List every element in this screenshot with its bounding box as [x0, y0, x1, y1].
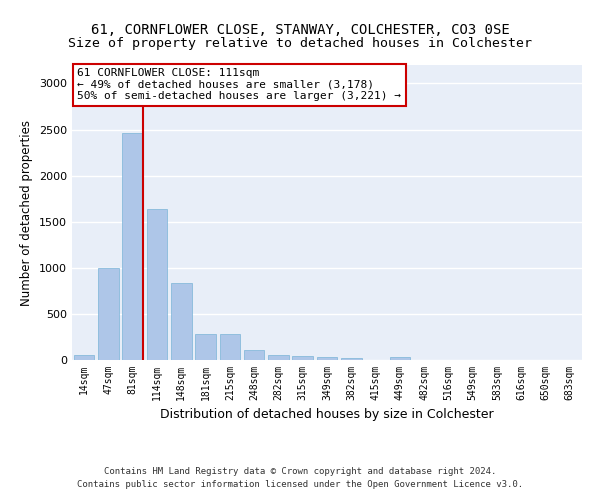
Text: Contains public sector information licensed under the Open Government Licence v3: Contains public sector information licen…	[77, 480, 523, 489]
Bar	[317, 357, 337, 360]
Bar	[146, 209, 167, 360]
Bar	[220, 334, 240, 360]
Bar	[122, 133, 143, 360]
Bar	[292, 356, 313, 360]
Text: 61 CORNFLOWER CLOSE: 111sqm
← 49% of detached houses are smaller (3,178)
50% of : 61 CORNFLOWER CLOSE: 111sqm ← 49% of det…	[77, 68, 401, 101]
Bar	[98, 268, 119, 360]
Bar	[195, 334, 216, 360]
Text: 61, CORNFLOWER CLOSE, STANWAY, COLCHESTER, CO3 0SE: 61, CORNFLOWER CLOSE, STANWAY, COLCHESTE…	[91, 22, 509, 36]
Bar	[389, 357, 410, 360]
X-axis label: Distribution of detached houses by size in Colchester: Distribution of detached houses by size …	[160, 408, 494, 422]
Bar	[171, 282, 191, 360]
Y-axis label: Number of detached properties: Number of detached properties	[20, 120, 34, 306]
Bar	[268, 356, 289, 360]
Bar	[244, 350, 265, 360]
Bar	[74, 356, 94, 360]
Text: Size of property relative to detached houses in Colchester: Size of property relative to detached ho…	[68, 38, 532, 51]
Text: Contains HM Land Registry data © Crown copyright and database right 2024.: Contains HM Land Registry data © Crown c…	[104, 468, 496, 476]
Bar	[341, 358, 362, 360]
